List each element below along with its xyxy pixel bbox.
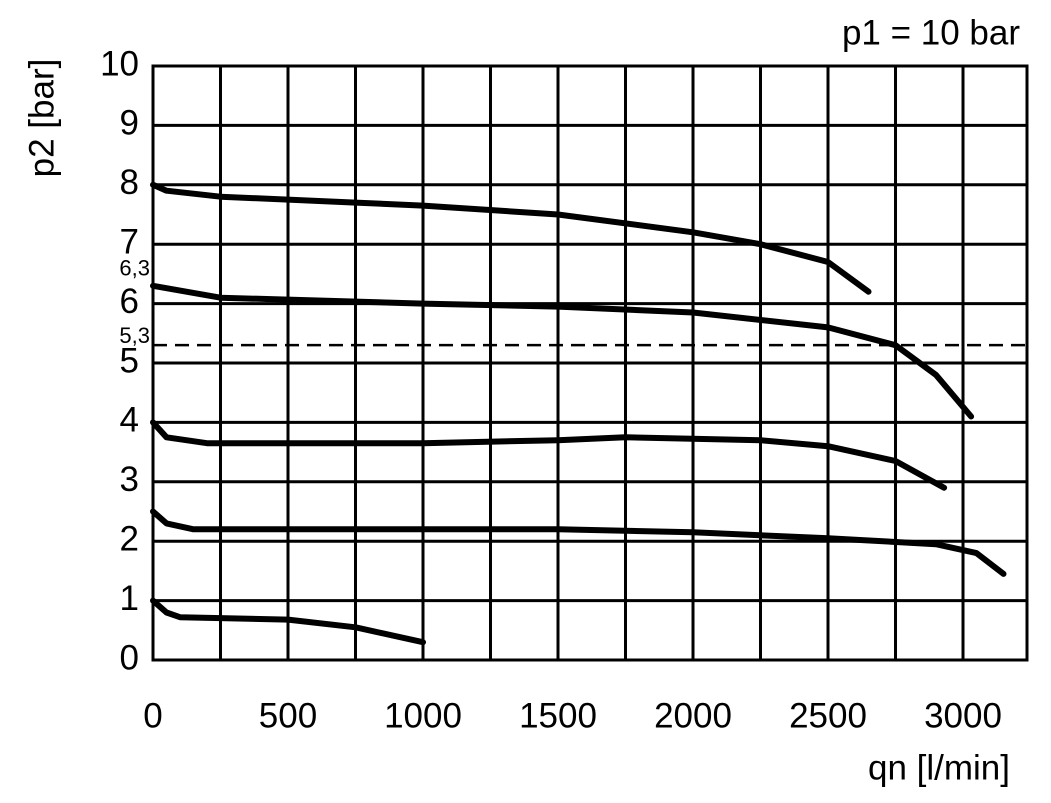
x-tick-label: 1500 (519, 696, 597, 735)
y-tick-label: 4 (120, 401, 139, 440)
curve (150, 282, 975, 420)
y-axis-label: p2 [bar] (22, 59, 61, 178)
curve (150, 508, 1007, 577)
curve (150, 597, 426, 646)
x-tick-label: 1000 (384, 696, 462, 735)
x-tick-label: 2500 (789, 696, 867, 735)
condition-label: p1 = 10 bar (842, 13, 1020, 52)
y-tick-label: 6 (120, 282, 139, 321)
y-tick-label: 0 (120, 638, 139, 677)
y-tick-label: 9 (120, 104, 139, 143)
x-axis-label: qn [l/min] (868, 748, 1010, 787)
x-tick-label: 3000 (924, 696, 1002, 735)
x-tick-label: 2000 (654, 696, 732, 735)
x-tick-label: 500 (259, 696, 317, 735)
value-mark-label: 6,3 (119, 256, 150, 281)
y-tick-label: 7 (120, 222, 139, 261)
y-tick-label: 8 (120, 163, 139, 202)
curve (150, 419, 948, 491)
y-tick-label: 10 (100, 44, 139, 83)
reference-label: 5,3 (119, 323, 150, 348)
curve (150, 181, 872, 295)
x-tick-label: 0 (143, 696, 162, 735)
y-tick-label: 5 (120, 341, 139, 380)
y-tick-label: 2 (120, 519, 139, 558)
plot-border (151, 64, 1029, 662)
y-tick-label: 1 (120, 579, 139, 618)
y-tick-label: 3 (120, 460, 139, 499)
